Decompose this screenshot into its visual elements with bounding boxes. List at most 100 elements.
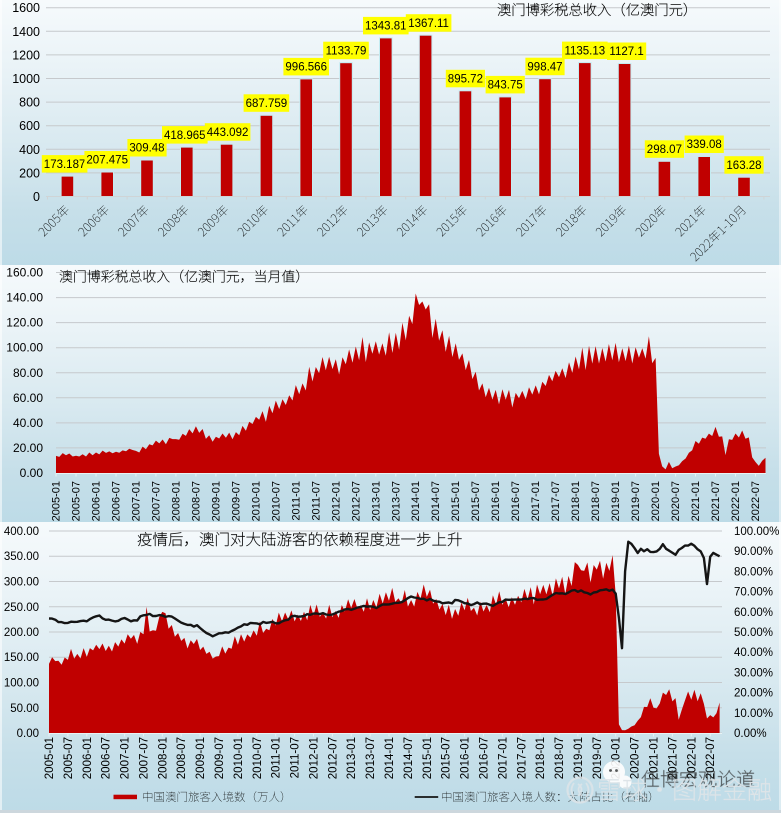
svg-text:2011-07: 2011-07 — [310, 481, 322, 521]
svg-text:1600: 1600 — [12, 1, 40, 15]
svg-text:1127.1: 1127.1 — [609, 46, 643, 58]
svg-text:2020-07: 2020-07 — [630, 737, 642, 779]
svg-text:2008-07: 2008-07 — [176, 737, 188, 779]
svg-text:1400: 1400 — [12, 25, 40, 39]
svg-text:2022-07: 2022-07 — [750, 481, 762, 521]
svg-text:400.00: 400.00 — [4, 526, 39, 538]
svg-text:60.00: 60.00 — [13, 391, 43, 405]
svg-text:2013-07: 2013-07 — [390, 481, 402, 521]
svg-text:2020-07: 2020-07 — [670, 481, 682, 521]
svg-text:2013-07: 2013-07 — [365, 737, 377, 779]
svg-text:843.75: 843.75 — [488, 80, 523, 92]
svg-text:2009-01: 2009-01 — [210, 481, 222, 521]
svg-text:418.965: 418.965 — [164, 130, 206, 142]
svg-text:1135.13: 1135.13 — [564, 45, 605, 57]
svg-text:2008-01: 2008-01 — [157, 737, 169, 779]
svg-text:70.00%: 70.00% — [734, 587, 773, 599]
svg-text:2010-01: 2010-01 — [233, 737, 245, 779]
svg-text:1367.11: 1367.11 — [408, 18, 449, 30]
svg-text:2008-01: 2008-01 — [170, 481, 182, 521]
svg-text:140.00: 140.00 — [6, 291, 43, 305]
svg-text:2011-01: 2011-01 — [290, 481, 302, 521]
svg-text:2017-01: 2017-01 — [530, 481, 542, 521]
svg-text:2016-07: 2016-07 — [479, 737, 491, 779]
svg-text:163.28: 163.28 — [726, 160, 761, 172]
svg-text:40.00%: 40.00% — [734, 647, 773, 659]
svg-text:2012-01: 2012-01 — [309, 737, 321, 779]
svg-text:800: 800 — [19, 96, 40, 110]
svg-text:298.07: 298.07 — [647, 144, 682, 156]
svg-text:2015-01: 2015-01 — [450, 481, 462, 521]
svg-text:2011-07: 2011-07 — [290, 737, 302, 778]
svg-text:2016-01: 2016-01 — [490, 481, 502, 521]
svg-text:2009-01: 2009-01 — [195, 737, 207, 779]
svg-text:2018-07: 2018-07 — [554, 737, 566, 779]
svg-text:2012-01: 2012-01 — [330, 481, 342, 521]
svg-text:2006-07: 2006-07 — [111, 481, 123, 521]
svg-text:2016-01: 2016-01 — [460, 737, 472, 779]
svg-text:339.08: 339.08 — [687, 139, 722, 151]
svg-text:173.187: 173.187 — [44, 159, 86, 171]
svg-text:2010-01: 2010-01 — [250, 481, 262, 521]
svg-text:2019-01: 2019-01 — [610, 481, 622, 521]
svg-text:2013-01: 2013-01 — [370, 481, 382, 521]
svg-text:50.00: 50.00 — [10, 703, 39, 715]
svg-text:350.00: 350.00 — [4, 551, 39, 563]
svg-text:2019-07: 2019-07 — [630, 481, 642, 521]
svg-text:2007-07: 2007-07 — [150, 481, 162, 521]
svg-text:2005-01: 2005-01 — [51, 481, 63, 521]
svg-text:2014-01: 2014-01 — [410, 481, 422, 521]
svg-text:207.475: 207.475 — [86, 155, 128, 167]
svg-text:2021-01: 2021-01 — [690, 481, 702, 521]
svg-text:2015-07: 2015-07 — [441, 737, 453, 779]
svg-text:2022-01: 2022-01 — [686, 737, 698, 779]
svg-text:2012-07: 2012-07 — [350, 481, 362, 521]
svg-text:2010-07: 2010-07 — [252, 737, 264, 779]
svg-text:2006-01: 2006-01 — [82, 737, 94, 779]
svg-text:2009-07: 2009-07 — [214, 737, 226, 779]
svg-text:2017-01: 2017-01 — [497, 737, 509, 779]
svg-text:2020-01: 2020-01 — [650, 481, 662, 521]
svg-text:2022-07: 2022-07 — [705, 737, 717, 779]
svg-text:687.759: 687.759 — [246, 98, 288, 110]
svg-text:250.00: 250.00 — [4, 602, 39, 614]
svg-text:80.00: 80.00 — [13, 366, 43, 380]
svg-text:2018-01: 2018-01 — [535, 737, 547, 779]
svg-text:0.00: 0.00 — [17, 728, 39, 740]
svg-text:40.00: 40.00 — [13, 416, 43, 430]
svg-text:100.00%: 100.00% — [734, 526, 779, 538]
svg-text:600: 600 — [19, 119, 40, 133]
svg-text:2007-01: 2007-01 — [120, 737, 132, 779]
svg-text:160.00: 160.00 — [6, 266, 43, 280]
svg-text:2007-01: 2007-01 — [130, 481, 142, 521]
svg-text:2018-07: 2018-07 — [590, 481, 602, 521]
svg-text:996.566: 996.566 — [285, 62, 327, 74]
svg-text:2005-07: 2005-07 — [71, 481, 83, 521]
svg-text:90.00%: 90.00% — [734, 546, 773, 558]
svg-text:2019-01: 2019-01 — [573, 737, 585, 779]
svg-text:2010-07: 2010-07 — [270, 481, 282, 521]
svg-text:2022-01: 2022-01 — [730, 481, 742, 521]
svg-text:2009-07: 2009-07 — [230, 481, 242, 521]
svg-text:2014-07: 2014-07 — [403, 737, 415, 779]
svg-text:309.48: 309.48 — [129, 143, 164, 155]
svg-text:1133.79: 1133.79 — [326, 45, 367, 57]
svg-text:2021-01: 2021-01 — [649, 737, 661, 779]
svg-text:0: 0 — [33, 190, 40, 204]
svg-text:1343.81: 1343.81 — [365, 21, 407, 33]
svg-text:400: 400 — [19, 143, 40, 157]
svg-text:80.00%: 80.00% — [734, 566, 773, 578]
svg-text:2006-01: 2006-01 — [91, 481, 103, 521]
svg-text:2005-01: 2005-01 — [44, 737, 56, 779]
svg-text:300.00: 300.00 — [4, 577, 39, 589]
svg-text:120.00: 120.00 — [6, 316, 43, 330]
svg-text:2016-07: 2016-07 — [510, 481, 522, 521]
svg-text:2006-07: 2006-07 — [101, 737, 113, 779]
svg-text:0.00%: 0.00% — [734, 728, 767, 740]
svg-text:2014-01: 2014-01 — [384, 737, 396, 779]
svg-text:2012-07: 2012-07 — [327, 737, 339, 779]
svg-text:200.00: 200.00 — [4, 627, 39, 639]
svg-text:2007-07: 2007-07 — [139, 737, 151, 779]
svg-text:2019-07: 2019-07 — [592, 737, 604, 779]
svg-text:2018-01: 2018-01 — [570, 481, 582, 521]
